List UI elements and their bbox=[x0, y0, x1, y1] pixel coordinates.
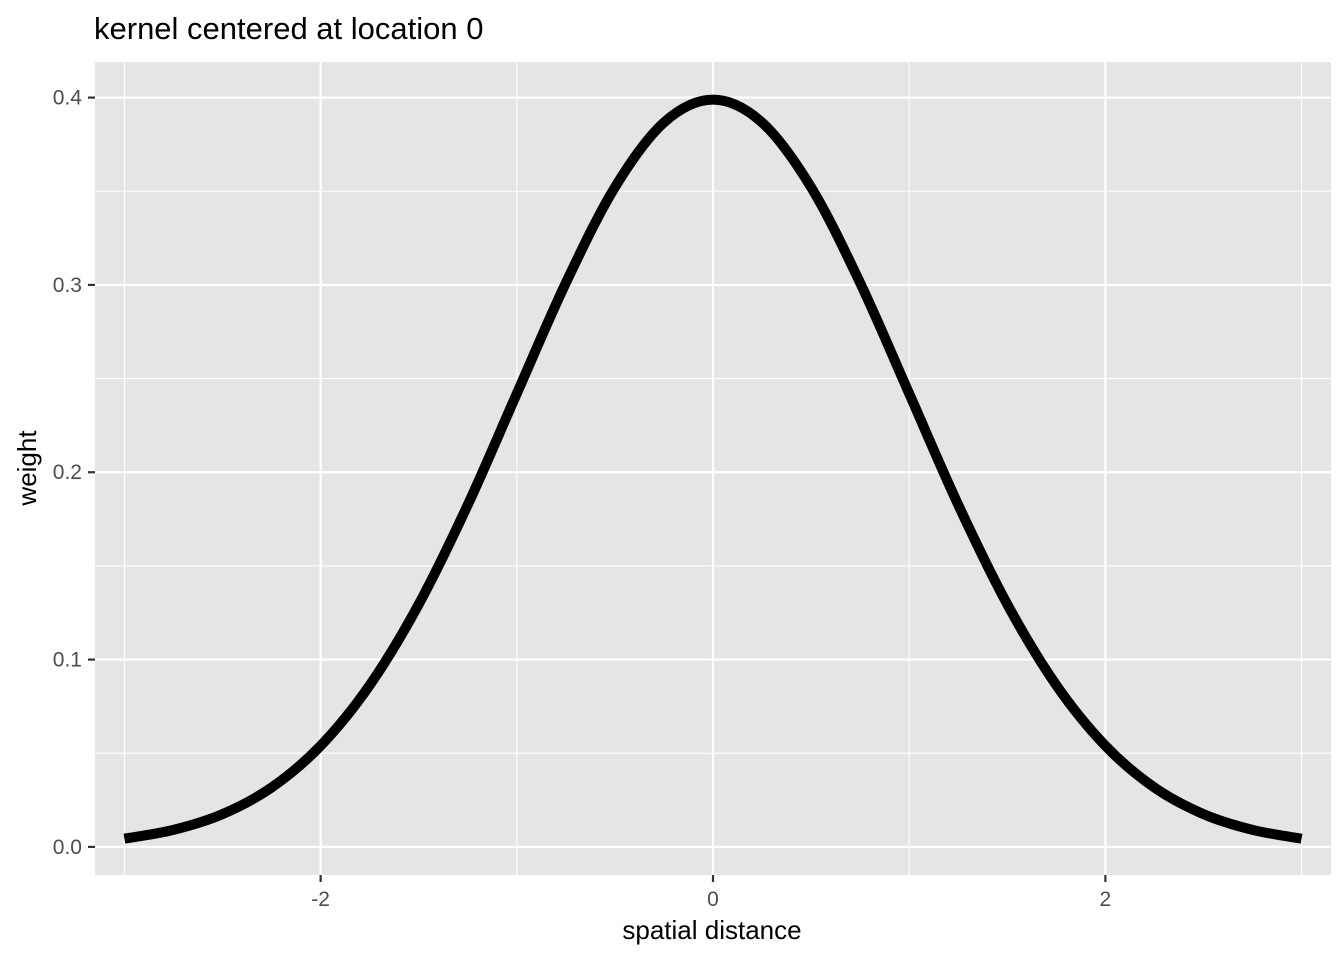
y-axis-title: weight bbox=[12, 430, 42, 507]
x-axis-title: spatial distance bbox=[622, 915, 801, 945]
y-tick-label: 0.4 bbox=[53, 87, 83, 110]
x-tick-label: -2 bbox=[311, 888, 330, 911]
y-axis: 0.0 0.1 0.2 0.3 0.4 bbox=[53, 87, 95, 859]
y-tick-label: 0.1 bbox=[53, 649, 82, 672]
x-tick-label: 0 bbox=[707, 888, 719, 911]
series-layer bbox=[123, 94, 1303, 844]
y-tick-label: 0.0 bbox=[53, 836, 82, 859]
chart-title: kernel centered at location 0 bbox=[94, 11, 483, 46]
y-tick-label: 0.2 bbox=[53, 461, 82, 484]
x-tick-label: 2 bbox=[1100, 888, 1112, 911]
x-axis: -2 0 2 bbox=[311, 875, 1111, 911]
y-tick-label: 0.3 bbox=[53, 274, 82, 297]
kernel-curve bbox=[123, 94, 1303, 844]
